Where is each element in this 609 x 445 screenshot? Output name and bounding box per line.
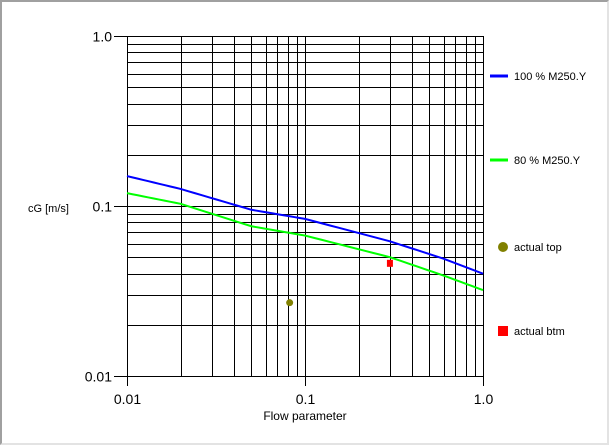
legend-swatch-actual-btm (498, 326, 508, 336)
x-axis-label: Flow parameter (263, 409, 346, 423)
y-axis-label: cG [m/s] (28, 203, 69, 215)
y-tick-label: 1.0 (93, 29, 113, 45)
data-point-actual-btm (386, 259, 393, 267)
x-tick-label: 0.01 (114, 391, 141, 407)
legend-label-actual-top: actual top (514, 242, 562, 254)
legend-label-actual-btm: actual btm (514, 326, 565, 338)
legend: 100 % M250.Y 80 % M250.Y actual top actual … (490, 71, 587, 338)
y-tick-label: 0.01 (85, 369, 112, 385)
grid (127, 36, 484, 377)
legend-label-80-m250-y: 80 % M250.Y (514, 155, 581, 167)
x-tick-label: 0.1 (296, 391, 316, 407)
x-tick-label: 1.0 (474, 391, 494, 407)
legend-swatch-80-m250-y (490, 158, 508, 162)
legend-swatch-actual-top (498, 242, 508, 252)
y-tick-label: 0.1 (93, 199, 113, 215)
series-line-80-m250-y (126, 192, 484, 292)
series-layer (126, 175, 484, 307)
series-line-100-m250-y (126, 175, 484, 275)
data-point-actual-top (286, 299, 294, 307)
axis-ticks: 0.01 0.1 1.0 0.01 0.1 1.0 (85, 29, 494, 408)
legend-label-100-m250-y: 100 % M250.Y (514, 71, 587, 83)
legend-swatch-100-m250-y (490, 74, 508, 78)
